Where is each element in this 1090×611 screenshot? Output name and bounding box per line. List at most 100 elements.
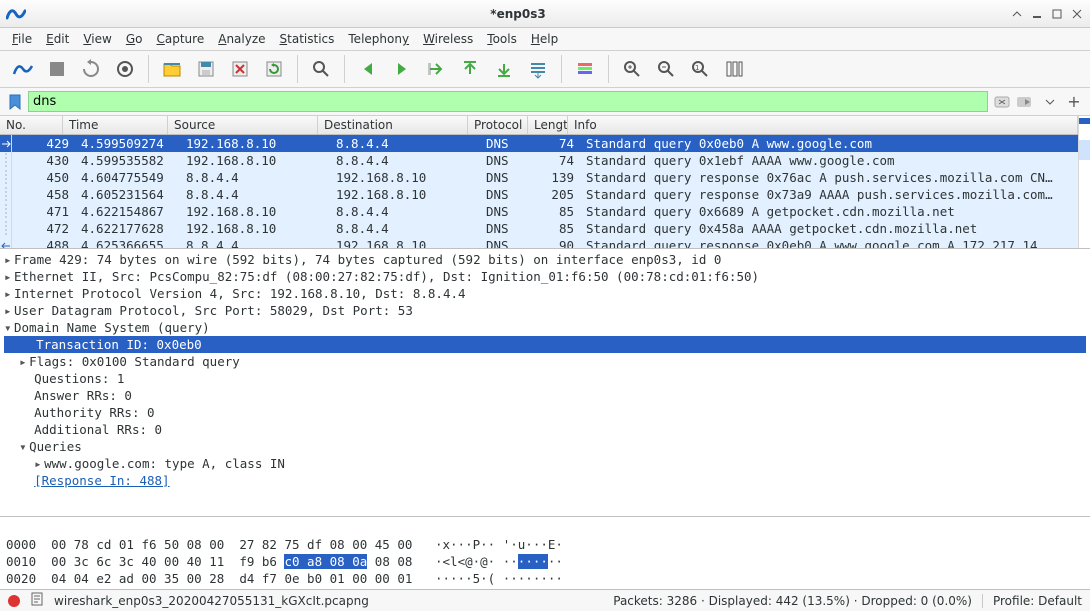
restart-capture-icon[interactable] [76, 54, 106, 84]
hex-bytes-1a[interactable]: 00 3c 6c 3c 40 00 40 11 f9 b6 [51, 554, 284, 569]
save-file-icon[interactable] [191, 54, 221, 84]
tree-udp[interactable]: User Datagram Protocol, Src Port: 58029,… [14, 303, 413, 318]
cell-length: 205 [540, 186, 580, 203]
filter-bookmark-icon[interactable] [6, 92, 24, 112]
hex-bytes-0[interactable]: 00 78 cd 01 f6 50 08 00 27 82 75 df 08 0… [51, 537, 412, 552]
expert-info-icon[interactable] [8, 595, 20, 607]
goto-packet-icon[interactable] [421, 54, 451, 84]
close-file-icon[interactable] [225, 54, 255, 84]
cell-no: 430 [12, 152, 75, 169]
cell-source: 192.168.8.10 [180, 152, 330, 169]
tree-transaction-id[interactable]: Transaction ID: 0x0eb0 [34, 337, 204, 352]
zoom-reset-icon[interactable]: 1 [685, 54, 715, 84]
hex-bytes-1b[interactable]: 08 08 [367, 554, 412, 569]
menu-capture[interactable]: Capture [156, 32, 204, 46]
hex-offset-0: 0000 [6, 537, 36, 552]
filter-add-icon[interactable]: + [1064, 92, 1084, 112]
packet-row[interactable]: 4724.622177628192.168.8.108.8.4.4DNS85St… [0, 220, 1078, 237]
reload-file-icon[interactable] [259, 54, 289, 84]
packet-row[interactable]: 4304.599535582192.168.8.108.8.4.4DNS74St… [0, 152, 1078, 169]
col-header-protocol[interactable]: Protocol [468, 116, 528, 134]
packet-rows[interactable]: 4294.599509274192.168.8.108.8.4.4DNS74St… [0, 135, 1078, 248]
col-header-length[interactable]: Length [528, 116, 568, 134]
goto-last-icon[interactable] [489, 54, 519, 84]
packet-row[interactable]: 4714.622154867192.168.8.108.8.4.4DNS85St… [0, 203, 1078, 220]
col-header-time[interactable]: Time [63, 116, 168, 134]
tree-frame[interactable]: Frame 429: 74 bytes on wire (592 bits), … [14, 252, 721, 267]
tree-answer-rrs[interactable]: Answer RRs: 0 [34, 388, 132, 403]
status-profile[interactable]: Profile: Default [993, 594, 1082, 608]
cell-protocol: DNS [480, 152, 540, 169]
hex-ascii-1a: ·<l<@·@· ·· [435, 554, 518, 569]
close-icon[interactable] [1070, 7, 1084, 21]
tree-queries[interactable]: Queries [29, 439, 82, 454]
tree-ip[interactable]: Internet Protocol Version 4, Src: 192.16… [14, 286, 466, 301]
hex-offset-1: 0010 [6, 554, 36, 569]
cell-no: 429 [12, 135, 75, 152]
col-header-no[interactable]: No. [0, 116, 63, 134]
resize-columns-icon[interactable] [719, 54, 749, 84]
filter-dropdown-icon[interactable] [1040, 92, 1060, 112]
tree-authority-rrs[interactable]: Authority RRs: 0 [34, 405, 154, 420]
rollup-icon[interactable] [1010, 7, 1024, 21]
status-bar: wireshark_enp0s3_20200427055131_kGXcIt.p… [0, 589, 1090, 611]
tree-ethernet[interactable]: Ethernet II, Src: PcsCompu_82:75:df (08:… [14, 269, 759, 284]
packet-bytes-pane[interactable]: 0000 00 78 cd 01 f6 50 08 00 27 82 75 df… [0, 516, 1090, 589]
cell-source: 8.8.4.4 [180, 169, 330, 186]
go-back-icon[interactable] [353, 54, 383, 84]
svg-text:1: 1 [695, 64, 699, 72]
minimize-icon[interactable] [1030, 7, 1044, 21]
menu-wireless[interactable]: Wireless [423, 32, 473, 46]
menu-telephony[interactable]: Telephony [348, 32, 409, 46]
tree-additional-rrs[interactable]: Additional RRs: 0 [34, 422, 162, 437]
col-header-info[interactable]: Info [568, 116, 1078, 134]
tree-questions[interactable]: Questions: 1 [34, 371, 124, 386]
menu-edit[interactable]: Edit [46, 32, 69, 46]
cell-time: 4.604775549 [75, 169, 180, 186]
cell-source: 192.168.8.10 [180, 203, 330, 220]
packet-row[interactable]: 4584.6052315648.8.4.4192.168.8.10DNS205S… [0, 186, 1078, 203]
menu-help[interactable]: Help [531, 32, 558, 46]
zoom-out-icon[interactable] [651, 54, 681, 84]
packet-row[interactable]: 4294.599509274192.168.8.108.8.4.4DNS74St… [0, 135, 1078, 152]
capture-options-icon[interactable] [110, 54, 140, 84]
packet-details-tree[interactable]: ▸Frame 429: 74 bytes on wire (592 bits),… [0, 248, 1090, 516]
capture-file-properties-icon[interactable] [30, 592, 44, 609]
go-forward-icon[interactable] [387, 54, 417, 84]
goto-first-icon[interactable] [455, 54, 485, 84]
col-header-source[interactable]: Source [168, 116, 318, 134]
tree-response-link[interactable]: [Response In: 488] [34, 473, 169, 488]
hex-ascii-2: ·····5·( ········ [435, 571, 563, 586]
menu-tools[interactable]: Tools [487, 32, 517, 46]
colorize-icon[interactable] [570, 54, 600, 84]
find-packet-icon[interactable] [306, 54, 336, 84]
maximize-icon[interactable] [1050, 7, 1064, 21]
menu-go[interactable]: Go [126, 32, 143, 46]
start-capture-icon[interactable] [8, 54, 38, 84]
cell-length: 74 [540, 135, 580, 152]
cell-destination: 192.168.8.10 [330, 186, 480, 203]
tree-flags[interactable]: Flags: 0x0100 Standard query [29, 354, 240, 369]
tree-dns[interactable]: Domain Name System (query) [14, 320, 210, 335]
packet-row[interactable]: 4884.6253666558.8.4.4192.168.8.10DNS90St… [0, 237, 1078, 248]
packet-row[interactable]: 4504.6047755498.8.4.4192.168.8.10DNS139S… [0, 169, 1078, 186]
filter-apply-icon[interactable] [1016, 92, 1036, 112]
menu-view[interactable]: View [83, 32, 111, 46]
cell-source: 192.168.8.10 [180, 220, 330, 237]
tree-query[interactable]: www.google.com: type A, class IN [44, 456, 285, 471]
packet-overview-scrollbar[interactable] [1078, 116, 1090, 248]
filter-clear-icon[interactable] [992, 92, 1012, 112]
menu-statistics[interactable]: Statistics [280, 32, 335, 46]
autoscroll-icon[interactable] [523, 54, 553, 84]
hex-bytes-1-sel[interactable]: c0 a8 08 0a [284, 554, 367, 569]
open-file-icon[interactable] [157, 54, 187, 84]
menu-analyze[interactable]: Analyze [218, 32, 265, 46]
display-filter-input[interactable] [28, 91, 988, 112]
hex-bytes-2[interactable]: 04 04 e2 ad 00 35 00 28 d4 f7 0e b0 01 0… [51, 571, 412, 586]
zoom-in-icon[interactable] [617, 54, 647, 84]
stop-capture-icon[interactable] [42, 54, 72, 84]
hex-ascii-0: ·x···P·· '·u···E· [435, 537, 563, 552]
col-header-destination[interactable]: Destination [318, 116, 468, 134]
packet-list-header[interactable]: No. Time Source Destination Protocol Len… [0, 116, 1078, 135]
menu-file[interactable]: File [12, 32, 32, 46]
